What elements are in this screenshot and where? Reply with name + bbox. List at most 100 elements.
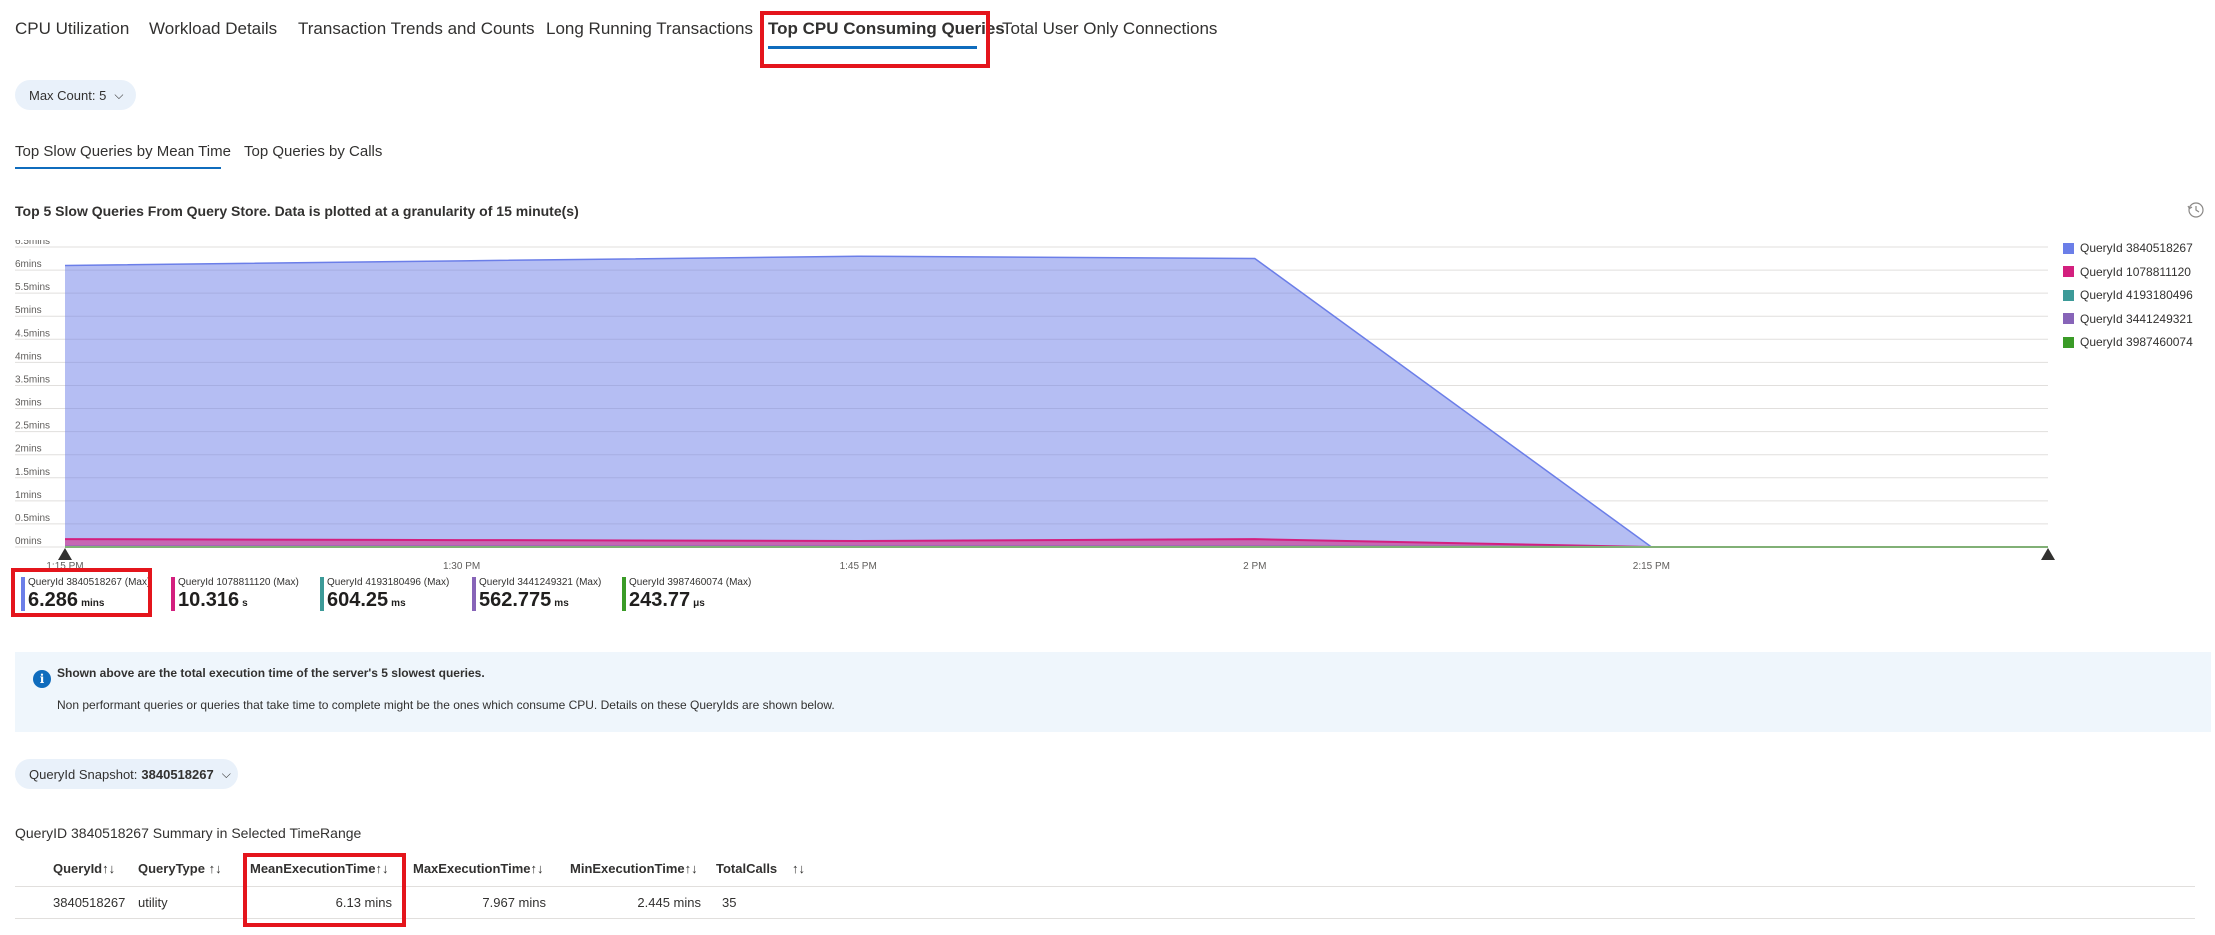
stat-unit: μs (693, 598, 705, 609)
tab-top-cpu-consuming-queries[interactable]: Top CPU Consuming Queries (768, 19, 1005, 38)
stat-value: 6.286 mins (28, 589, 105, 611)
legend-item[interactable]: QueryId 3441249321 (2063, 312, 2193, 326)
column-header-queryid[interactable]: QueryId↑↓ (53, 861, 116, 876)
y-tick-label: 6.5mins (15, 240, 50, 247)
tab-workload-details[interactable]: Workload Details (149, 19, 278, 38)
stat-label: QueryId 1078811120 (Max) (178, 577, 299, 588)
summary-stat: QueryId 1078811120 (Max) 10.316 s (171, 577, 299, 611)
range-handle-icon[interactable] (2041, 548, 2055, 560)
stat-label: QueryId 3840518267 (Max) (28, 577, 151, 588)
column-sort-icon-totalcalls[interactable]: ↑↓ (792, 861, 805, 876)
legend-swatch (2063, 242, 2074, 254)
column-header-querytype[interactable]: QueryType ↑↓ (138, 861, 222, 876)
legend-label: QueryId 3840518267 (2080, 241, 2193, 255)
tab-long-running-transactions[interactable]: Long Running Transactions (546, 19, 753, 38)
cell-total-calls: 35 (722, 895, 737, 910)
legend-item[interactable]: QueryId 3987460074 (2063, 335, 2193, 349)
stat-color-bar (171, 577, 175, 611)
legend-swatch (2063, 289, 2074, 301)
stat-color-bar (472, 577, 476, 611)
sort-icon: ↑↓ (684, 861, 698, 876)
range-handle-icon[interactable] (58, 548, 72, 560)
stat-value: 243.77 μs (629, 589, 705, 611)
column-header-totalcalls[interactable]: TotalCalls (716, 861, 778, 876)
column-header-minexecutiontime[interactable]: MinExecutionTime↑↓ (570, 861, 698, 876)
table-row-divider (15, 918, 2195, 919)
legend-swatch (2063, 336, 2074, 348)
cell-mean-execution-time: 6.13 mins (335, 895, 392, 910)
max-count-dropdown[interactable]: Max Count: 5 ⌵ (15, 80, 136, 110)
active-subtab-underline (15, 167, 221, 169)
summary-stat: QueryId 4193180496 (Max) 604.25 ms (320, 577, 449, 611)
cell-min-execution-time: 2.445 mins (637, 895, 701, 910)
info-heading: Shown above are the total execution time… (57, 666, 485, 680)
legend-label: QueryId 4193180496 (2080, 288, 2193, 302)
stat-unit: mins (81, 598, 105, 609)
y-tick-label: 5.5mins (15, 282, 50, 293)
summary-title: QueryID 3840518267 Summary in Selected T… (15, 825, 362, 841)
x-tick-label: 2:15 PM (1633, 561, 1670, 572)
info-text: Non performant queries or queries that t… (57, 698, 835, 712)
max-count-label: Max Count: 5 (29, 87, 107, 103)
legend-label: QueryId 3987460074 (2080, 335, 2193, 349)
x-tick-label: 1:45 PM (840, 561, 877, 572)
x-tick-label: 1:15 PM (46, 561, 83, 572)
summary-stat: QueryId 3987460074 (Max) 243.77 μs (622, 577, 751, 611)
y-tick-label: 6mins (15, 259, 42, 270)
y-tick-label: 1mins (15, 490, 42, 501)
y-tick-label: 3.5mins (15, 374, 50, 385)
sort-icon: ↑↓ (208, 861, 222, 876)
chevron-down-icon: ⌵ (114, 87, 124, 102)
legend-item[interactable]: QueryId 3840518267 (2063, 241, 2193, 255)
legend-swatch (2063, 266, 2074, 277)
snapshot-label: QueryId Snapshot: (29, 766, 138, 782)
queryid-snapshot-dropdown[interactable]: QueryId Snapshot: 3840518267 ⌵ (15, 759, 238, 789)
tab-total-user-only-connections[interactable]: Total User Only Connections (1002, 19, 1218, 38)
area-series-fill (65, 256, 2048, 547)
cell-max-execution-time: 7.967 mins (482, 895, 546, 910)
stat-unit: s (242, 598, 248, 609)
stat-unit: ms (391, 598, 406, 609)
chevron-down-icon: ⌵ (221, 766, 231, 781)
sort-icon: ↑↓ (102, 861, 116, 876)
y-tick-label: 4.5mins (15, 328, 50, 339)
stat-unit: ms (554, 598, 569, 609)
stat-value: 604.25 ms (327, 589, 406, 611)
active-tab-underline (768, 46, 977, 49)
stat-label: QueryId 3441249321 (Max) (479, 577, 602, 588)
tab-cpu-utilization[interactable]: CPU Utilization (15, 19, 130, 38)
summary-stat: QueryId 3840518267 (Max) 6.286 mins (21, 577, 150, 611)
x-tick-label: 2 PM (1243, 561, 1266, 572)
y-tick-label: 2.5mins (15, 421, 50, 432)
legend-item[interactable]: QueryId 4193180496 (2063, 288, 2193, 302)
y-tick-label: 0mins (15, 536, 42, 547)
y-tick-label: 2mins (15, 444, 42, 455)
y-tick-label: 1.5mins (15, 467, 50, 478)
stat-color-bar (21, 577, 25, 611)
stat-value: 10.316 s (178, 589, 248, 611)
tab-transaction-trends[interactable]: Transaction Trends and Counts (298, 19, 535, 38)
column-header-meanexecutiontime[interactable]: MeanExecutionTime↑↓ (250, 861, 389, 876)
snapshot-value: 3840518267 (141, 766, 214, 782)
info-banner: i Shown above are the total execution ti… (15, 652, 2211, 732)
area-chart: 0mins 0.5mins 1mins 1.5mins 2mins 2.5mins 3min… (15, 240, 2055, 572)
stat-color-bar (622, 577, 626, 611)
y-tick-label: 3mins (15, 398, 42, 409)
chart-title: Top 5 Slow Queries From Query Store. Dat… (15, 203, 579, 219)
legend-label: QueryId 1078811120 (2080, 264, 2191, 279)
stat-label: QueryId 3987460074 (Max) (629, 577, 752, 588)
legend-label: QueryId 3441249321 (2080, 311, 2193, 326)
stat-label: QueryId 4193180496 (Max) (327, 577, 450, 588)
column-header-maxexecutiontime[interactable]: MaxExecutionTime↑↓ (413, 861, 544, 876)
legend-swatch (2063, 313, 2074, 324)
history-icon[interactable] (2187, 201, 2205, 219)
subtab-slow-queries-mean-time[interactable]: Top Slow Queries by Mean Time (15, 143, 231, 160)
table-header-divider (15, 886, 2195, 887)
subtab-queries-by-calls[interactable]: Top Queries by Calls (244, 143, 383, 160)
legend-item[interactable]: QueryId 1078811120 (2063, 265, 2191, 279)
cell-querytype: utility (138, 895, 168, 910)
stat-value: 562.775 ms (479, 589, 569, 611)
stat-color-bar (320, 577, 324, 611)
y-tick-label: 5mins (15, 305, 42, 316)
info-icon: i (33, 670, 51, 688)
